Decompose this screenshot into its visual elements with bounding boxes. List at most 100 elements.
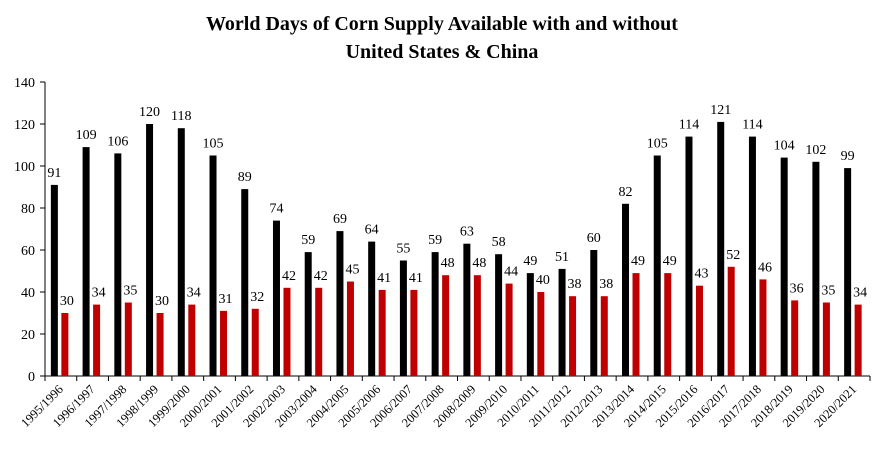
bar-with-us-china [177, 128, 185, 376]
bar-with-us-china [463, 243, 471, 376]
data-label: 58 [492, 235, 506, 250]
data-label: 59 [301, 233, 315, 248]
bar-without-us-china [61, 313, 69, 376]
bar-with-us-china [50, 184, 58, 376]
bar-with-us-china [526, 273, 534, 376]
data-label: 49 [523, 254, 537, 269]
data-label: 38 [599, 277, 613, 292]
data-label: 64 [365, 223, 379, 238]
data-label: 48 [472, 256, 486, 271]
bar-with-us-china [748, 136, 756, 376]
bar-with-us-china [114, 153, 122, 376]
bar-with-us-china [146, 124, 154, 376]
data-label: 46 [758, 260, 772, 275]
data-label: 48 [441, 256, 455, 271]
data-label: 114 [742, 118, 762, 133]
data-label: 114 [679, 118, 699, 133]
y-tick-label: 80 [21, 202, 35, 217]
y-tick-label: 120 [14, 118, 35, 133]
data-label: 30 [155, 294, 169, 309]
data-label: 74 [269, 202, 283, 217]
data-label: 99 [841, 149, 855, 164]
bar-without-us-china [791, 300, 799, 376]
bar-without-us-china [378, 289, 386, 376]
data-label: 105 [647, 137, 668, 152]
data-label: 34 [92, 286, 106, 301]
bar-with-us-china [622, 203, 630, 376]
y-tick-label: 100 [14, 160, 35, 175]
data-label: 35 [123, 284, 137, 299]
data-label: 104 [774, 139, 795, 154]
bar-without-us-china [220, 310, 228, 376]
data-label: 41 [409, 271, 423, 286]
data-label: 52 [726, 248, 740, 263]
bar-with-us-china [653, 155, 661, 376]
bar-without-us-china [727, 266, 735, 376]
data-label: 109 [76, 128, 97, 143]
data-label: 35 [821, 284, 835, 299]
data-label: 36 [790, 281, 804, 296]
data-label: 38 [568, 277, 582, 292]
bar-without-us-china [346, 281, 354, 376]
chart-title: World Days of Corn Supply Available with… [206, 13, 678, 63]
data-label: 91 [47, 166, 61, 181]
data-label: 42 [282, 269, 296, 284]
y-tick-label: 40 [21, 286, 35, 301]
bar-without-us-china [505, 283, 513, 376]
bar-without-us-china [156, 313, 164, 376]
bar-with-us-china [241, 189, 249, 376]
bar-without-us-china [124, 302, 132, 376]
chart-title-line-2: United States & China [346, 41, 539, 63]
data-label: 121 [710, 103, 731, 118]
bar-with-us-china [272, 220, 280, 376]
data-label: 105 [203, 137, 224, 152]
bars [50, 121, 862, 377]
bar-with-us-china [685, 136, 693, 376]
data-label: 69 [333, 212, 347, 227]
bar-without-us-china [188, 304, 196, 376]
y-tick-label: 20 [21, 328, 35, 343]
data-labels: 91 30 109 34 106 35 120 30 118 34 105 31 89 32 74 42 59 4… [47, 103, 867, 309]
data-label: 42 [314, 269, 328, 284]
bar-without-us-china [410, 289, 418, 376]
y-tick-label: 60 [21, 244, 35, 259]
data-label: 55 [396, 242, 410, 257]
bar-with-us-china [209, 155, 217, 376]
bar-with-us-china [844, 168, 852, 376]
data-label: 102 [805, 143, 826, 158]
data-label: 63 [460, 225, 474, 240]
data-label: 82 [619, 185, 633, 200]
data-label: 34 [853, 286, 867, 301]
bar-without-us-china [600, 296, 608, 376]
bar-with-us-china [780, 157, 788, 376]
data-label: 118 [171, 109, 191, 124]
bar-without-us-china [569, 296, 577, 376]
bar-with-us-china [558, 268, 566, 376]
data-label: 30 [60, 294, 74, 309]
y-tick-label: 140 [14, 76, 35, 91]
data-label: 120 [139, 105, 160, 120]
bar-with-us-china [399, 260, 407, 376]
bar-without-us-china [537, 292, 545, 376]
data-label: 60 [587, 231, 601, 246]
data-label: 89 [238, 170, 252, 185]
bar-without-us-china [315, 287, 323, 376]
bar-with-us-china [812, 161, 820, 376]
data-label: 49 [663, 254, 677, 269]
bar-with-us-china [304, 252, 312, 376]
data-label: 44 [504, 265, 518, 280]
data-label: 34 [187, 286, 201, 301]
bar-without-us-china [93, 304, 101, 376]
bar-with-us-china [495, 254, 503, 376]
data-label: 31 [219, 292, 233, 307]
bar-with-us-china [431, 252, 439, 376]
bar-without-us-china [822, 302, 830, 376]
data-label: 59 [428, 233, 442, 248]
bar-with-us-china [717, 121, 725, 377]
y-axis: 0 20 40 60 80 100 120 140 [14, 76, 46, 385]
y-tick-label: 0 [28, 370, 35, 385]
bar-without-us-china [854, 304, 862, 376]
data-label: 41 [377, 271, 391, 286]
bar-with-us-china [368, 241, 376, 376]
